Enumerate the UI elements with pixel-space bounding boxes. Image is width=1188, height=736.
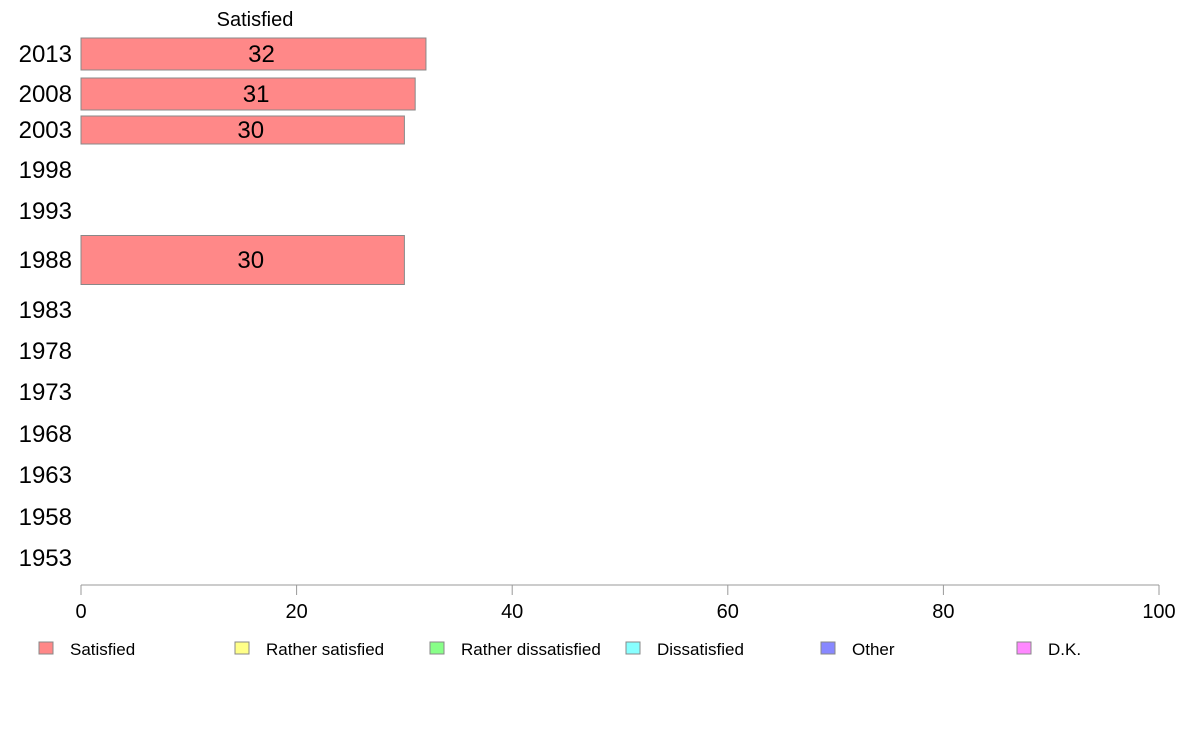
bar-2013 [80,37,427,71]
x-tick-label-20: 20 [285,601,307,623]
bar-value-label-2003: 30 [237,117,264,144]
x-tick-label-40: 40 [501,601,523,623]
year-labels: 2013 2008 2003 1998 1993 1988 1983 1978 1973 1968… [19,41,72,572]
year-label-1988: 1988 [19,247,72,274]
legend-swatch-5 [1016,641,1032,655]
legend-label-5: D.K. [1048,640,1081,659]
year-label-1963: 1963 [19,462,72,489]
year-label-2003: 2003 [19,117,72,144]
legend-swatch-0 [38,641,54,655]
bars-group: 32 31 30 30 [80,37,427,285]
year-label-1998: 1998 [19,157,72,184]
year-label-2013: 2013 [19,41,72,68]
year-label-1983: 1983 [19,297,72,324]
bar-value-label-2008: 31 [243,81,270,108]
year-label-1953: 1953 [19,545,72,572]
legend-swatch-2 [429,641,445,655]
year-label-1993: 1993 [19,198,72,225]
year-label-1973: 1973 [19,379,72,406]
bar-2008 [80,77,416,111]
legend-label-3: Dissatisfied [657,640,744,659]
legend: Satisfied Rather satisfied Rather dissatis… [38,640,1081,659]
legend-label-4: Other [852,640,895,659]
bar-1988 [80,235,405,285]
year-label-1968: 1968 [19,421,72,448]
x-tick-label-0: 0 [75,601,86,623]
x-tick-label-100: 100 [1142,601,1175,623]
year-label-1958: 1958 [19,504,72,531]
x-tick-label-60: 60 [717,601,739,623]
x-tick-label-80: 80 [932,601,954,623]
legend-label-0: Satisfied [70,640,135,659]
legend-label-1: Rather satisfied [266,640,384,659]
bar-2003 [80,115,405,145]
legend-swatch-1 [234,641,250,655]
bar-value-label-2013: 32 [248,41,275,68]
series-header: Satisfied [217,9,294,31]
year-label-1978: 1978 [19,338,72,365]
x-axis-ticks: 0 20 40 60 80 100 [75,585,1176,623]
legend-label-2: Rather dissatisfied [461,640,601,659]
year-label-2008: 2008 [19,81,72,108]
bar-value-label-1988: 30 [237,247,264,274]
legend-swatch-3 [625,641,641,655]
legend-swatch-4 [820,641,836,655]
